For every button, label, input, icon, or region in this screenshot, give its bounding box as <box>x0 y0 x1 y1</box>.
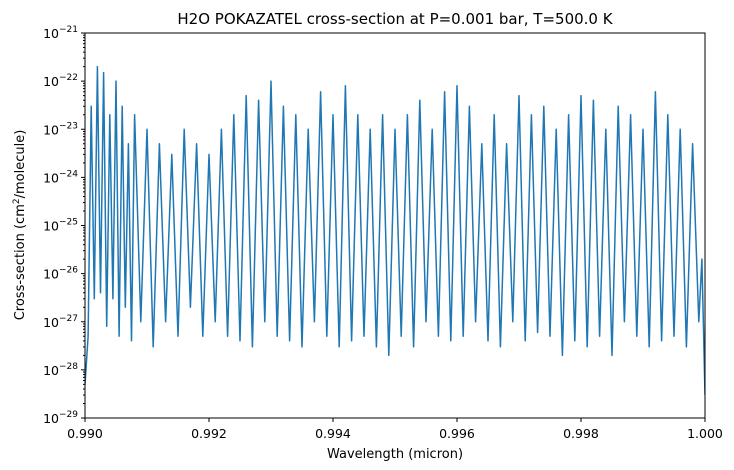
x-tick-label: 0.996 <box>439 426 475 441</box>
y-tick-exponent: −27 <box>59 314 78 324</box>
x-axis-label: Wavelength (micron) <box>327 447 463 462</box>
y-tick-base: 10 <box>43 219 59 234</box>
y-tick-label: 10−22 <box>43 73 78 89</box>
y-tick-base: 10 <box>43 170 59 185</box>
y-tick-base: 10 <box>43 267 59 282</box>
y-tick-base: 10 <box>43 411 59 426</box>
x-tick-label: 0.998 <box>563 426 599 441</box>
y-axis-label: Cross-section (cm2/molecule) <box>12 130 28 321</box>
y-tick-label: 10−27 <box>43 314 78 330</box>
x-tick-label: 0.994 <box>315 426 351 441</box>
y-ticks: 10−2910−2810−2710−2610−2510−2410−2310−22… <box>43 25 85 426</box>
y-tick-base: 10 <box>43 315 59 330</box>
y-tick-base: 10 <box>43 26 59 41</box>
y-tick-base: 10 <box>43 363 59 378</box>
y-tick-label: 10−29 <box>43 410 78 426</box>
y-tick-label: 10−21 <box>43 25 78 41</box>
x-ticks: 0.990 0.992 0.994 0.996 0.998 1.000 <box>67 418 723 441</box>
y-tick-label: 10−24 <box>43 169 78 185</box>
y-tick-exponent: −21 <box>59 25 78 35</box>
x-tick-label: 1.000 <box>687 426 723 441</box>
y-tick-base: 10 <box>43 74 59 89</box>
chart-title: H2O POKAZATEL cross-section at P=0.001 b… <box>177 10 613 28</box>
y-tick-exponent: −25 <box>59 218 78 228</box>
x-tick-label: 0.992 <box>191 426 227 441</box>
series-line-0 <box>85 65 705 396</box>
y-axis-label-main: Cross-section (cm <box>13 204 28 320</box>
y-tick-label: 10−26 <box>43 266 78 282</box>
y-tick-exponent: −29 <box>59 410 78 420</box>
y-tick-exponent: −23 <box>59 121 78 131</box>
y-tick-base: 10 <box>43 122 59 137</box>
y-tick-label: 10−25 <box>43 218 78 234</box>
series-layer <box>85 65 705 396</box>
y-tick-exponent: −22 <box>59 73 78 83</box>
x-tick-label: 0.990 <box>67 426 103 441</box>
y-tick-label: 10−23 <box>43 121 78 137</box>
plot-frame <box>84 32 706 419</box>
y-axis-label-sup: 2 <box>12 198 22 204</box>
y-tick-exponent: −28 <box>59 362 78 372</box>
y-tick-exponent: −24 <box>59 169 78 179</box>
y-tick-exponent: −26 <box>59 266 78 276</box>
y-tick-label: 10−28 <box>43 362 78 378</box>
y-axis-label-tail: /molecule) <box>13 130 28 199</box>
